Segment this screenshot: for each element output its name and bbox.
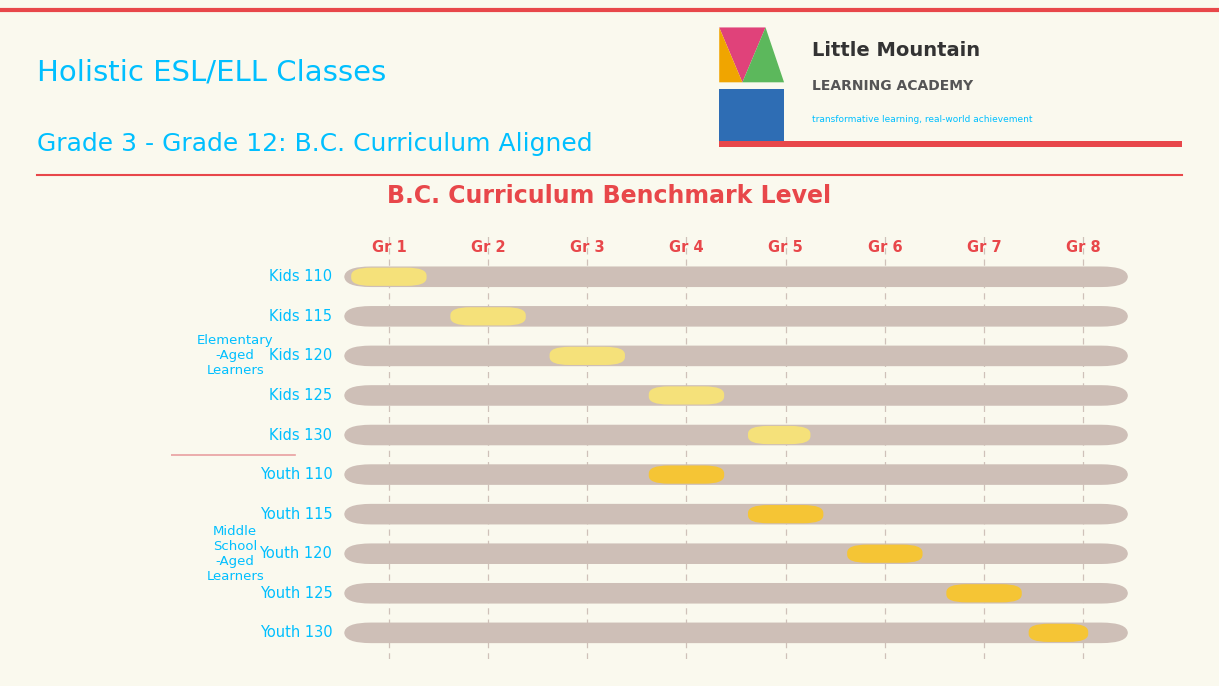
Text: Youth 130: Youth 130 (260, 626, 333, 640)
FancyBboxPatch shape (649, 466, 724, 484)
Text: LEARNING ACADEMY: LEARNING ACADEMY (812, 80, 973, 93)
FancyBboxPatch shape (344, 425, 1128, 445)
Text: Kids 110: Kids 110 (269, 270, 333, 284)
Text: Kids 120: Kids 120 (269, 348, 333, 364)
Text: Gr 5: Gr 5 (768, 240, 803, 255)
Polygon shape (719, 27, 766, 82)
Text: Middle
School
-Aged
Learners: Middle School -Aged Learners (206, 525, 265, 582)
FancyBboxPatch shape (1029, 624, 1089, 642)
Text: Kids 130: Kids 130 (269, 427, 333, 442)
FancyBboxPatch shape (748, 505, 823, 523)
FancyBboxPatch shape (748, 426, 811, 444)
Text: Gr 2: Gr 2 (471, 240, 506, 255)
Text: Kids 125: Kids 125 (269, 388, 333, 403)
Text: Little Mountain: Little Mountain (812, 41, 980, 60)
Text: B.C. Curriculum Benchmark Level: B.C. Curriculum Benchmark Level (388, 184, 831, 207)
Text: Gr 4: Gr 4 (669, 240, 703, 255)
FancyBboxPatch shape (344, 385, 1128, 405)
Text: Youth 115: Youth 115 (260, 507, 333, 521)
Text: Elementary
-Aged
Learners: Elementary -Aged Learners (196, 334, 273, 377)
Text: transformative learning, real-world achievement: transformative learning, real-world achi… (812, 115, 1032, 124)
Text: Youth 120: Youth 120 (260, 546, 333, 561)
FancyBboxPatch shape (344, 306, 1128, 327)
Polygon shape (719, 27, 742, 82)
FancyBboxPatch shape (550, 347, 625, 365)
FancyBboxPatch shape (344, 464, 1128, 485)
Polygon shape (742, 27, 784, 82)
FancyBboxPatch shape (649, 386, 724, 405)
Text: Gr 1: Gr 1 (372, 240, 406, 255)
FancyBboxPatch shape (344, 504, 1128, 524)
FancyBboxPatch shape (351, 268, 427, 286)
Text: Youth 125: Youth 125 (260, 586, 333, 601)
Bar (719, 141, 1182, 147)
Text: Gr 6: Gr 6 (868, 240, 902, 255)
FancyBboxPatch shape (344, 346, 1128, 366)
Text: Kids 115: Kids 115 (269, 309, 333, 324)
FancyBboxPatch shape (344, 543, 1128, 564)
FancyBboxPatch shape (847, 545, 923, 563)
FancyBboxPatch shape (344, 583, 1128, 604)
Bar (719, 89, 784, 144)
FancyBboxPatch shape (946, 584, 1022, 602)
Text: Gr 8: Gr 8 (1065, 240, 1101, 255)
FancyBboxPatch shape (344, 623, 1128, 643)
Text: Grade 3 - Grade 12: B.C. Curriculum Aligned: Grade 3 - Grade 12: B.C. Curriculum Alig… (37, 132, 592, 156)
Text: Gr 7: Gr 7 (967, 240, 1001, 255)
Text: Gr 3: Gr 3 (570, 240, 605, 255)
FancyBboxPatch shape (450, 307, 525, 325)
FancyBboxPatch shape (344, 266, 1128, 287)
Text: Youth 110: Youth 110 (260, 467, 333, 482)
Text: Holistic ESL/ELL Classes: Holistic ESL/ELL Classes (37, 58, 386, 86)
